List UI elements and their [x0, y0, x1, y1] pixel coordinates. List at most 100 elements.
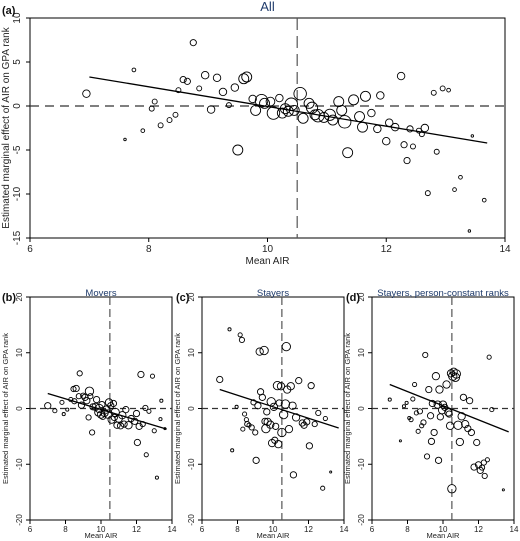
x-tick-label: 8: [405, 525, 410, 534]
data-point: [447, 484, 457, 494]
data-point: [172, 111, 179, 118]
fit-line: [89, 76, 488, 144]
data-point: [110, 413, 118, 422]
data-point: [82, 89, 91, 98]
data-point: [458, 174, 463, 180]
data-point: [238, 73, 250, 85]
data-point: [442, 380, 451, 389]
data-point: [367, 108, 376, 118]
data-point: [428, 399, 436, 408]
data-point: [250, 104, 262, 116]
data-point: [422, 351, 429, 359]
data-point: [289, 471, 298, 479]
y-tick-label: -5: [12, 145, 23, 154]
data-point: [248, 424, 255, 431]
data-point: [92, 395, 101, 404]
y-tick-label: 10: [12, 12, 23, 24]
x-tick-label: 12: [304, 525, 313, 534]
data-point: [131, 417, 139, 425]
data-point: [452, 187, 457, 192]
data-point: [274, 440, 283, 449]
data-point: [266, 106, 281, 120]
data-point: [286, 382, 295, 391]
x-axis-label: Mean AIR: [257, 531, 291, 540]
x-tick-label: 12: [474, 525, 483, 534]
data-point: [348, 94, 360, 106]
data-point: [266, 420, 275, 429]
data-point: [415, 428, 421, 434]
data-point: [315, 409, 322, 417]
data-point: [425, 385, 433, 394]
panel-all: 6 8 10 12 14 -15 -10 -5 0 5 10 All (a) Mean AIR Estima…: [1, 0, 511, 267]
data-point: [489, 407, 495, 413]
data-point: [404, 400, 409, 405]
x-tick-label: 6: [370, 525, 375, 534]
data-point: [131, 67, 137, 73]
data-point: [216, 375, 224, 384]
data-point: [137, 370, 145, 379]
data-point: [59, 399, 65, 405]
data-point: [142, 404, 149, 412]
data-point: [423, 453, 431, 460]
data-point: [65, 407, 70, 412]
x-tick-label: 14: [168, 525, 177, 534]
data-point: [303, 418, 311, 426]
data-point: [189, 39, 197, 47]
panel-label: (a): [2, 5, 16, 17]
plot-frame: [29, 17, 506, 239]
data-point: [149, 373, 156, 379]
data-point: [151, 428, 157, 434]
y-tick-label: 0: [12, 103, 23, 109]
data-point: [116, 422, 125, 430]
y-axis-label: Estimated marginal effect of AIR on GPA …: [1, 26, 12, 228]
data-point: [481, 472, 488, 480]
data-point: [408, 417, 414, 423]
data-point: [252, 429, 259, 436]
data-point: [122, 406, 130, 414]
data-point: [98, 400, 106, 409]
data-point: [132, 409, 141, 418]
data-point: [427, 437, 436, 445]
x-tick-label: 14: [499, 244, 511, 255]
data-point: [230, 448, 235, 453]
data-point: [420, 123, 430, 133]
data-point: [83, 397, 91, 405]
panel-stayers: 6 8 10 12 14 -20 -10 0 10 20 Stayers (c) Mean AIR Est…: [173, 288, 349, 540]
y-tick-label: 0: [187, 406, 196, 411]
data-point: [426, 412, 435, 420]
data-point: [281, 341, 291, 352]
data-point: [430, 428, 438, 437]
y-tick-label: -15: [12, 230, 23, 245]
data-point: [263, 408, 271, 416]
data-point: [297, 112, 309, 124]
data-point: [481, 197, 487, 203]
data-point: [445, 410, 453, 418]
data-point: [459, 393, 468, 401]
data-point: [241, 71, 253, 83]
data-point: [248, 94, 257, 104]
data-point: [151, 98, 158, 105]
y-axis-label: Estimated marginal effect of AIR on GPA …: [343, 333, 352, 484]
panel-movers: 6 8 10 12 14 -20 -10 0 10 20 Movers (b) Mean AIR Esti…: [1, 288, 177, 540]
data-point: [398, 439, 402, 443]
y-tick-label: 5: [12, 59, 23, 65]
data-point: [87, 393, 94, 400]
x-tick-label: 6: [27, 244, 33, 255]
data-point: [275, 399, 283, 407]
data-point: [382, 136, 391, 146]
data-point: [401, 404, 406, 409]
data-point: [148, 105, 155, 112]
data-point: [280, 399, 291, 409]
data-point: [464, 424, 472, 433]
data-point: [250, 399, 257, 406]
data-point: [232, 144, 244, 156]
data-point: [412, 381, 418, 388]
y-tick-label: -10: [187, 458, 196, 470]
x-tick-label: 10: [97, 525, 106, 534]
data-point: [123, 137, 127, 142]
y-tick-label: 10: [187, 348, 196, 357]
data-point: [480, 459, 487, 466]
data-point: [435, 385, 444, 394]
data-point: [237, 332, 243, 338]
data-point: [89, 429, 96, 436]
